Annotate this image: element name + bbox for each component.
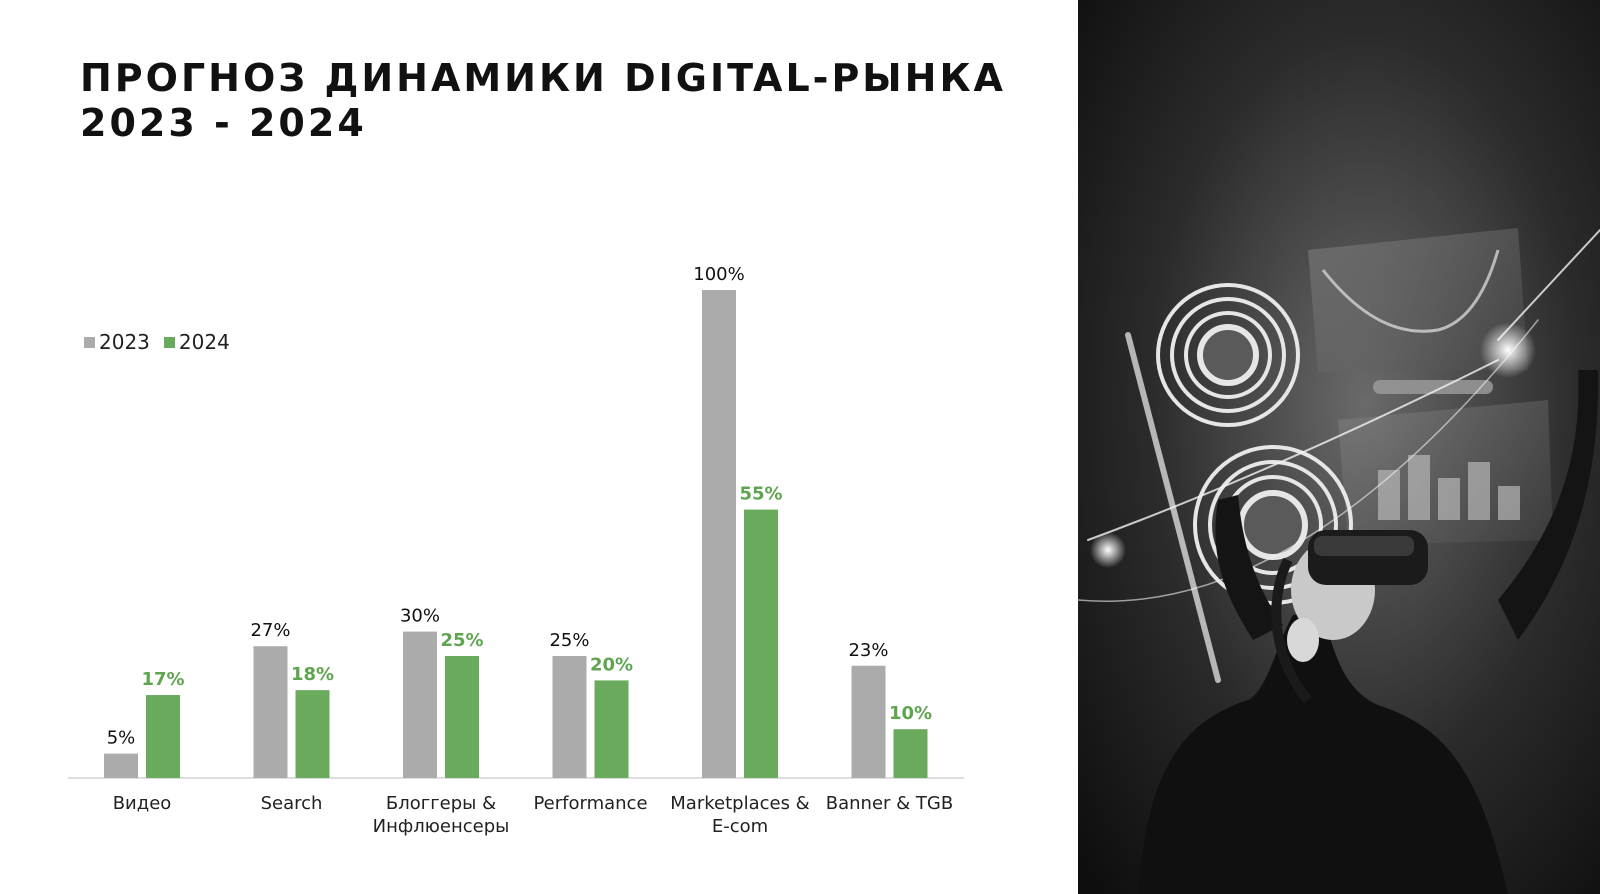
legend-swatch-2023	[84, 336, 95, 348]
category-label-2-0: Блоггеры &	[386, 793, 496, 814]
data-label-2024-5: 10%	[889, 703, 932, 724]
legend-item-2023: 2023	[84, 330, 150, 354]
category-label-3-0: Performance	[533, 793, 647, 814]
category-label-4-0: Marketplaces &	[670, 793, 809, 814]
legend-swatch-2024	[163, 336, 175, 348]
category-label-0-0: Видео	[113, 793, 172, 814]
legend-label-2023: 2023	[99, 330, 150, 354]
bar-2024-3	[594, 680, 629, 778]
light-streaks	[1078, 229, 1600, 683]
data-label-2023-0: 5%	[107, 728, 136, 749]
category-label-1-0: Search	[261, 793, 323, 814]
hologram-panels	[1308, 228, 1553, 545]
title-line-1: ПРОГНОЗ ДИНАМИКИ DIGITAL-РЫНКА	[80, 56, 1006, 100]
data-label-2023-3: 25%	[549, 630, 589, 651]
bar-2023-5	[851, 665, 886, 778]
page-title: ПРОГНОЗ ДИНАМИКИ DIGITAL-РЫНКА 2023 - 20…	[80, 56, 1006, 146]
bar-2023-0	[104, 753, 138, 778]
bar-2024-0	[146, 695, 180, 778]
data-label-2024-2: 25%	[440, 630, 483, 651]
bar-2024-5	[893, 729, 928, 778]
legend-item-2024: 2024	[163, 330, 230, 354]
bar-2023-2	[403, 631, 437, 778]
bar-2023-1	[253, 646, 288, 778]
bar-2024-4	[744, 509, 778, 778]
category-label-2-1: Инфлюенсеры	[373, 816, 510, 837]
category-label-4-1: E-com	[712, 816, 768, 837]
data-label-2024-3: 20%	[590, 654, 633, 675]
vr-illustration	[1078, 0, 1600, 894]
bar-2024-2	[445, 656, 479, 778]
legend-label-2024: 2024	[178, 330, 230, 354]
bar-2024-1	[295, 690, 330, 778]
data-label-2023-4: 100%	[693, 264, 744, 285]
vr-hero-image	[1078, 0, 1600, 894]
category-label-5-0: Banner & TGB	[826, 793, 953, 814]
data-label-2024-0: 17%	[141, 669, 184, 690]
chart-legend: 2023 2024	[84, 330, 230, 354]
bar-2023-4	[702, 290, 736, 778]
person-silhouette	[1138, 370, 1599, 894]
data-label-2024-1: 18%	[291, 664, 334, 685]
data-label-2023-5: 23%	[848, 640, 888, 661]
title-line-2: 2023 - 2024	[80, 101, 367, 145]
data-label-2023-2: 30%	[400, 606, 440, 627]
data-label-2024-4: 55%	[739, 484, 782, 505]
bar-2023-3	[552, 656, 587, 778]
data-label-2023-1: 27%	[250, 620, 290, 641]
